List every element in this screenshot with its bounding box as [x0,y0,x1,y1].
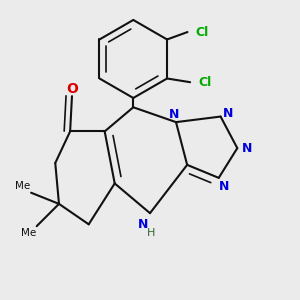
Text: Cl: Cl [195,26,208,38]
Text: O: O [66,82,78,96]
Text: N: N [223,107,233,120]
Text: Me: Me [15,181,30,191]
Text: N: N [242,142,252,154]
Text: Me: Me [21,228,36,238]
Text: H: H [147,228,155,238]
Text: Cl: Cl [198,76,212,89]
Text: N: N [219,179,230,193]
Text: N: N [138,218,148,231]
Text: N: N [169,108,179,121]
